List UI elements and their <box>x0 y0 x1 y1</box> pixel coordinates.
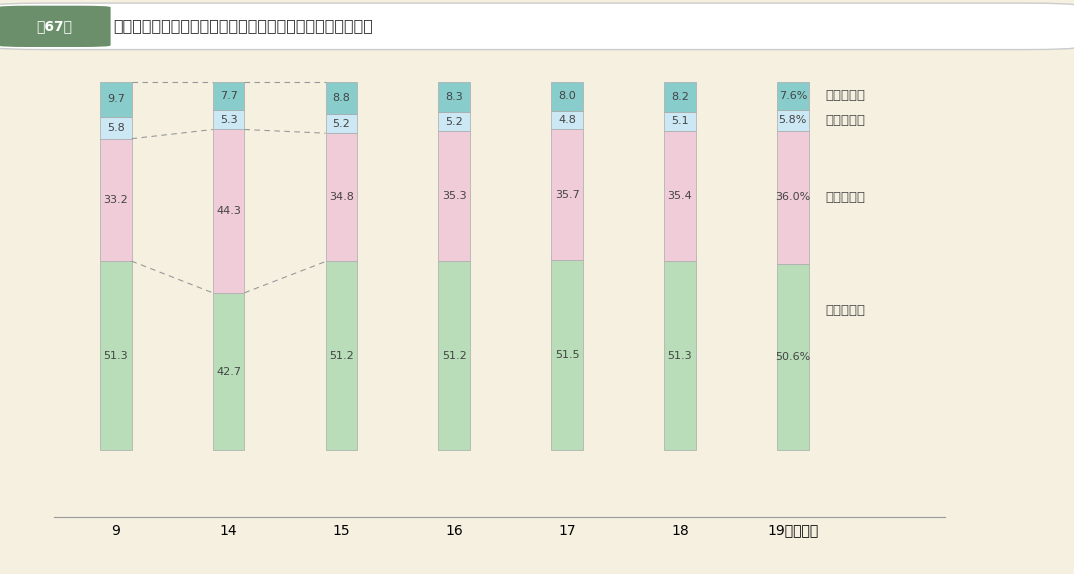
Bar <box>777 131 809 263</box>
Bar <box>213 293 245 450</box>
Text: 36.0%: 36.0% <box>775 192 811 202</box>
Text: 51.3: 51.3 <box>103 351 128 360</box>
Bar <box>100 261 131 450</box>
Text: 8.2: 8.2 <box>671 92 688 102</box>
Bar <box>325 262 358 450</box>
Text: 9.7: 9.7 <box>106 95 125 104</box>
FancyBboxPatch shape <box>0 6 111 47</box>
Bar <box>213 82 245 110</box>
Text: 51.3: 51.3 <box>668 351 693 360</box>
Bar <box>664 261 696 450</box>
Bar <box>325 82 358 114</box>
Bar <box>664 112 696 131</box>
Bar <box>325 114 358 133</box>
Text: 7.6%: 7.6% <box>779 91 807 100</box>
Text: 5.1: 5.1 <box>671 116 688 126</box>
Text: 35.3: 35.3 <box>442 191 466 201</box>
Text: 4.8: 4.8 <box>558 115 576 125</box>
Text: 51.2: 51.2 <box>441 351 466 361</box>
Bar <box>213 110 245 130</box>
Bar <box>213 130 245 293</box>
Text: 34.8: 34.8 <box>329 192 353 202</box>
Bar <box>100 117 131 139</box>
Bar <box>664 131 696 261</box>
Bar <box>664 82 696 112</box>
Text: 5.2: 5.2 <box>333 119 350 129</box>
Text: そ　の　他: そ の 他 <box>826 114 866 127</box>
Text: 51.2: 51.2 <box>329 351 353 361</box>
Bar <box>551 82 583 111</box>
Bar <box>777 263 809 450</box>
Bar <box>438 112 470 131</box>
Text: 51.5: 51.5 <box>555 350 580 360</box>
Bar <box>551 129 583 261</box>
Bar <box>438 131 470 262</box>
Text: 普通建設事業費の財源構成比の推移（その２　補助事業費）: 普通建設事業費の財源構成比の推移（その２ 補助事業費） <box>113 18 373 33</box>
Bar <box>777 110 809 131</box>
Text: 5.2: 5.2 <box>446 117 463 127</box>
Text: 一般財源等: 一般財源等 <box>826 89 866 102</box>
Text: 第67図: 第67図 <box>37 19 72 33</box>
Text: 42.7: 42.7 <box>216 367 241 377</box>
Text: 8.0: 8.0 <box>558 91 576 102</box>
Text: 5.3: 5.3 <box>220 115 237 125</box>
Bar <box>325 133 358 262</box>
Text: 8.3: 8.3 <box>446 92 463 102</box>
Bar <box>438 82 470 112</box>
Text: 35.7: 35.7 <box>555 189 580 200</box>
Text: 5.8%: 5.8% <box>779 115 807 125</box>
Bar <box>438 262 470 450</box>
FancyBboxPatch shape <box>0 3 1074 49</box>
Text: 50.6%: 50.6% <box>775 352 811 362</box>
Text: 7.7: 7.7 <box>220 91 237 101</box>
Text: 8.8: 8.8 <box>333 93 350 103</box>
Text: 44.3: 44.3 <box>216 206 241 216</box>
Text: 33.2: 33.2 <box>103 195 128 205</box>
Bar <box>551 111 583 129</box>
Bar <box>777 82 809 110</box>
Bar <box>100 82 131 117</box>
Bar <box>551 261 583 450</box>
Text: 5.8: 5.8 <box>107 123 125 133</box>
Bar <box>100 139 131 261</box>
Text: 国庫支出金: 国庫支出金 <box>826 304 866 317</box>
Text: 地　方　債: 地 方 債 <box>826 191 866 204</box>
Text: 35.4: 35.4 <box>668 191 693 201</box>
